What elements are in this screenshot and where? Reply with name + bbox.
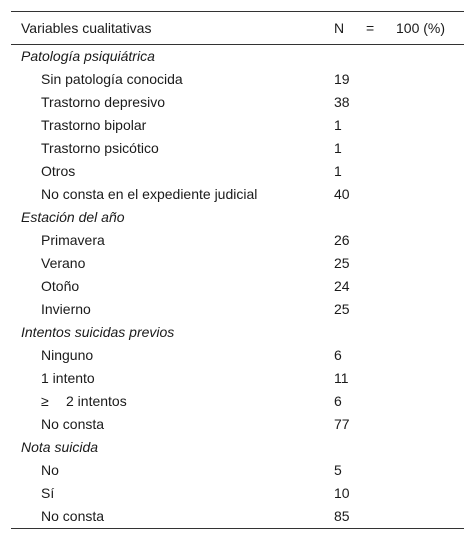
row-label: 1 intento (41, 370, 95, 386)
row-label: Ninguno (41, 347, 94, 363)
row-n: 19 (334, 71, 350, 87)
row-label: No (41, 462, 59, 478)
row-n: 11 (334, 370, 349, 386)
row-n: 1 (334, 117, 342, 133)
table-row: ≥2 intentos 6 (11, 390, 464, 413)
section-title: Patología psiquiátrica (21, 48, 155, 64)
section-heading: Nota suicida (11, 436, 464, 459)
row-label: Primavera (41, 232, 105, 248)
row-label: No consta (41, 416, 105, 432)
section-title: Intentos suicidas previos (21, 324, 175, 340)
table-row: Trastorno depresivo 38 (11, 91, 464, 114)
section-title: Nota suicida (21, 439, 99, 455)
row-label: ≥2 intentos (41, 390, 127, 413)
row-label: Otoño (41, 278, 80, 294)
header-n: N (334, 20, 345, 36)
table-row: Verano 25 (11, 252, 464, 275)
row-label: No consta (41, 508, 105, 524)
table-row: Invierno 25 (11, 298, 464, 321)
table-row: Otoño 24 (11, 275, 464, 298)
row-label: Invierno (41, 301, 91, 317)
header-variables: Variables cualitativas (21, 20, 152, 36)
table-row: Trastorno bipolar 1 (11, 114, 464, 137)
table-row: No consta 85 (11, 505, 464, 528)
row-n: 24 (334, 278, 350, 294)
table-row: 1 intento 11 (11, 367, 464, 390)
row-label: Sin patología conocida (41, 71, 183, 87)
section-heading: Estación del año (11, 206, 464, 229)
row-label: Trastorno depresivo (41, 94, 165, 110)
row-n: 10 (334, 485, 350, 501)
row-n: 77 (334, 416, 350, 432)
table-row: Sí 10 (11, 482, 464, 505)
row-n: 40 (334, 186, 350, 202)
section-heading: Intentos suicidas previos (11, 321, 464, 344)
row-n: 1 (334, 163, 342, 179)
row-n: 25 (334, 301, 350, 317)
row-label: Trastorno bipolar (41, 117, 147, 133)
greater-equal-symbol: ≥ (41, 393, 49, 409)
row-n: 6 (334, 393, 342, 409)
row-label: Sí (41, 485, 55, 501)
header-equals: = (366, 20, 375, 36)
row-label: Trastorno psicótico (41, 140, 159, 156)
table-row: No consta en el expediente judicial 40 (11, 183, 464, 206)
section-title: Estación del año (21, 209, 125, 225)
row-label: Otros (41, 163, 76, 179)
row-n: 26 (334, 232, 350, 248)
section-heading: Patología psiquiátrica (11, 45, 464, 68)
table-row: No 5 (11, 459, 464, 482)
row-n: 6 (334, 347, 342, 363)
header-percent: 100 (%) (396, 20, 446, 36)
qualitative-variables-table: Variables cualitativas N = 100 (%) Patol… (11, 11, 464, 529)
table-header: Variables cualitativas N = 100 (%) (11, 12, 464, 45)
table-row: No consta 77 (11, 413, 464, 436)
table-row: Trastorno psicótico 1 (11, 137, 464, 160)
table-row: Ninguno 6 (11, 344, 464, 367)
row-n: 1 (334, 140, 342, 156)
row-n: 5 (334, 462, 342, 478)
table-row: Otros 1 (11, 160, 464, 183)
row-n: 85 (334, 508, 350, 524)
row-label: No consta en el expediente judicial (41, 186, 258, 202)
row-n: 25 (334, 255, 350, 271)
table-row: Primavera 26 (11, 229, 464, 252)
row-label-text: 2 intentos (66, 393, 127, 409)
row-label: Verano (41, 255, 86, 271)
row-n: 38 (334, 94, 350, 110)
table-row: Sin patología conocida 19 (11, 68, 464, 91)
